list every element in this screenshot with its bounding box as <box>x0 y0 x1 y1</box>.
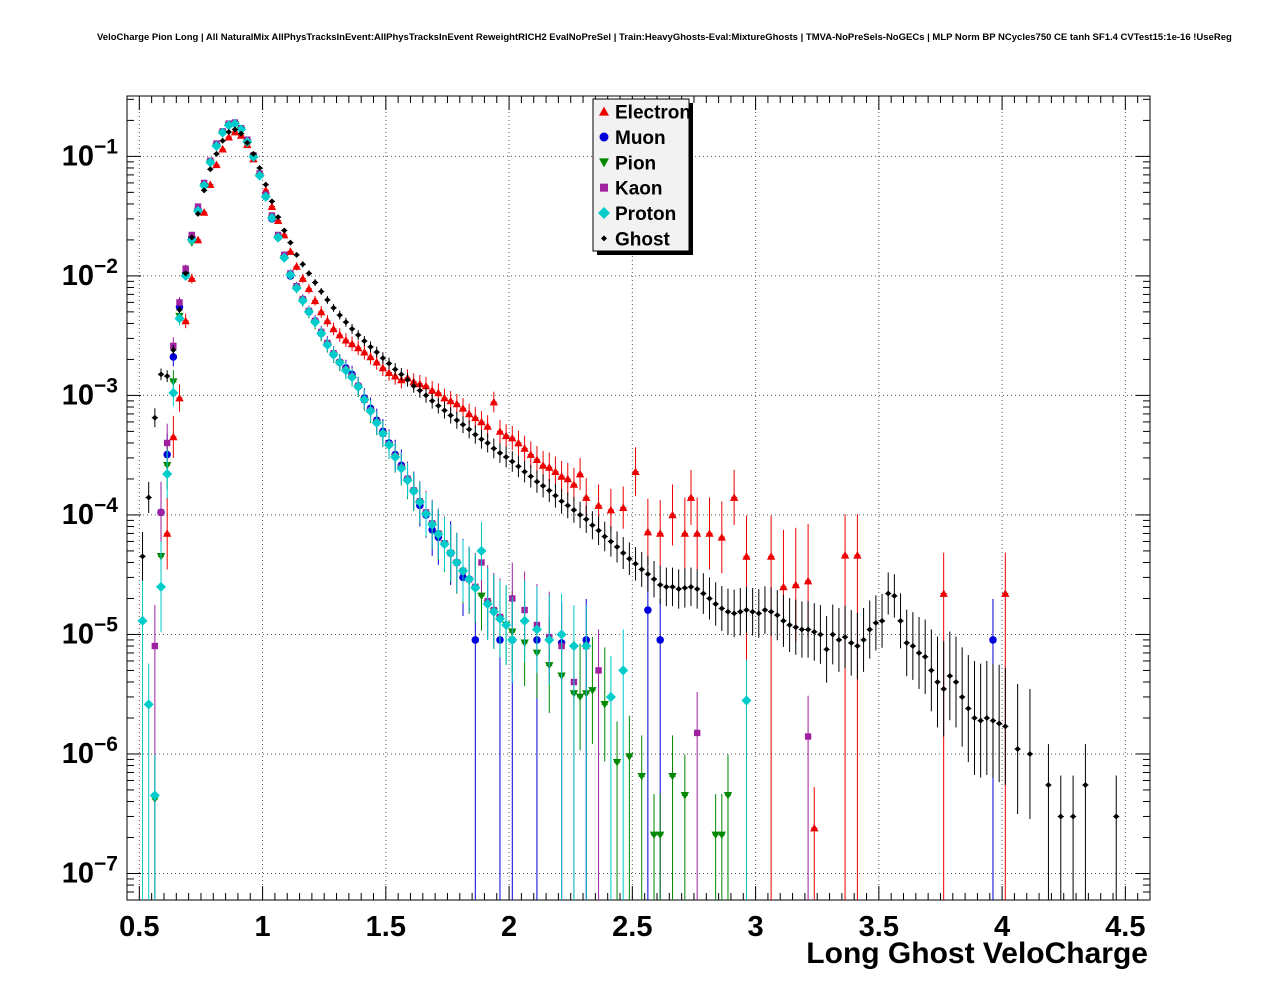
x-tick-label: 2 <box>501 911 517 943</box>
legend-marker-triangle-up-icon <box>599 106 609 116</box>
y-tick-label: 10−3 <box>62 374 118 411</box>
series-kaon <box>151 119 812 900</box>
x-tick-label: 1.5 <box>366 911 406 943</box>
data-series <box>137 118 1120 900</box>
y-tick-label: 10−7 <box>62 852 118 889</box>
legend-marker-diamond-icon <box>598 207 610 219</box>
x-axis-title: Long Ghost VeloCharge <box>806 937 1148 970</box>
legend-label: Muon <box>615 128 666 149</box>
legend-entry-kaon: Kaon <box>600 179 663 200</box>
x-tick-label: 2.5 <box>612 911 652 943</box>
x-tick-label: 1 <box>255 911 271 943</box>
y-tick-label: 10−2 <box>62 255 118 292</box>
x-tick-label: 0.5 <box>119 911 159 943</box>
legend-entry-electron: Electron <box>599 103 691 124</box>
legend-entry-proton: Proton <box>598 204 676 225</box>
legend-entry-ghost: Ghost <box>601 229 671 250</box>
legend-box <box>592 98 690 252</box>
x-tick-label: 3.5 <box>859 911 899 943</box>
x-tick-label: 3 <box>748 911 764 943</box>
legend-label: Pion <box>615 153 656 174</box>
x-tick-label: 4 <box>994 911 1010 943</box>
y-tick-label: 10−5 <box>62 613 119 650</box>
y-tick-label: 10−1 <box>62 135 119 172</box>
plot-title: VeloCharge Pion Long | All NaturalMix Al… <box>97 32 1232 43</box>
y-tick-label: 10−4 <box>62 494 119 531</box>
legend-label: Ghost <box>615 229 671 250</box>
x-tick-label: 4.5 <box>1105 911 1145 943</box>
legend-marker-circle-icon <box>599 132 609 142</box>
legend-marker-triangle-down-icon <box>599 158 609 168</box>
series-ghost <box>139 126 1120 900</box>
y-tick-label: 10−6 <box>62 733 118 770</box>
legend-entry-muon: Muon <box>599 128 666 149</box>
legend-marker-square-icon <box>600 183 608 192</box>
plot-frame <box>126 95 1151 901</box>
legend-label: Kaon <box>615 179 663 200</box>
legend-label: Electron <box>615 103 691 124</box>
axis-ticks <box>126 96 1151 901</box>
gridlines <box>127 96 1150 900</box>
legend: Electron Muon Pion Kaon Proton Ghost <box>592 98 693 255</box>
legend-label: Proton <box>615 204 676 225</box>
legend-entry-pion: Pion <box>599 153 656 174</box>
series-proton <box>137 118 752 900</box>
legend-marker-dot-icon <box>601 235 607 242</box>
